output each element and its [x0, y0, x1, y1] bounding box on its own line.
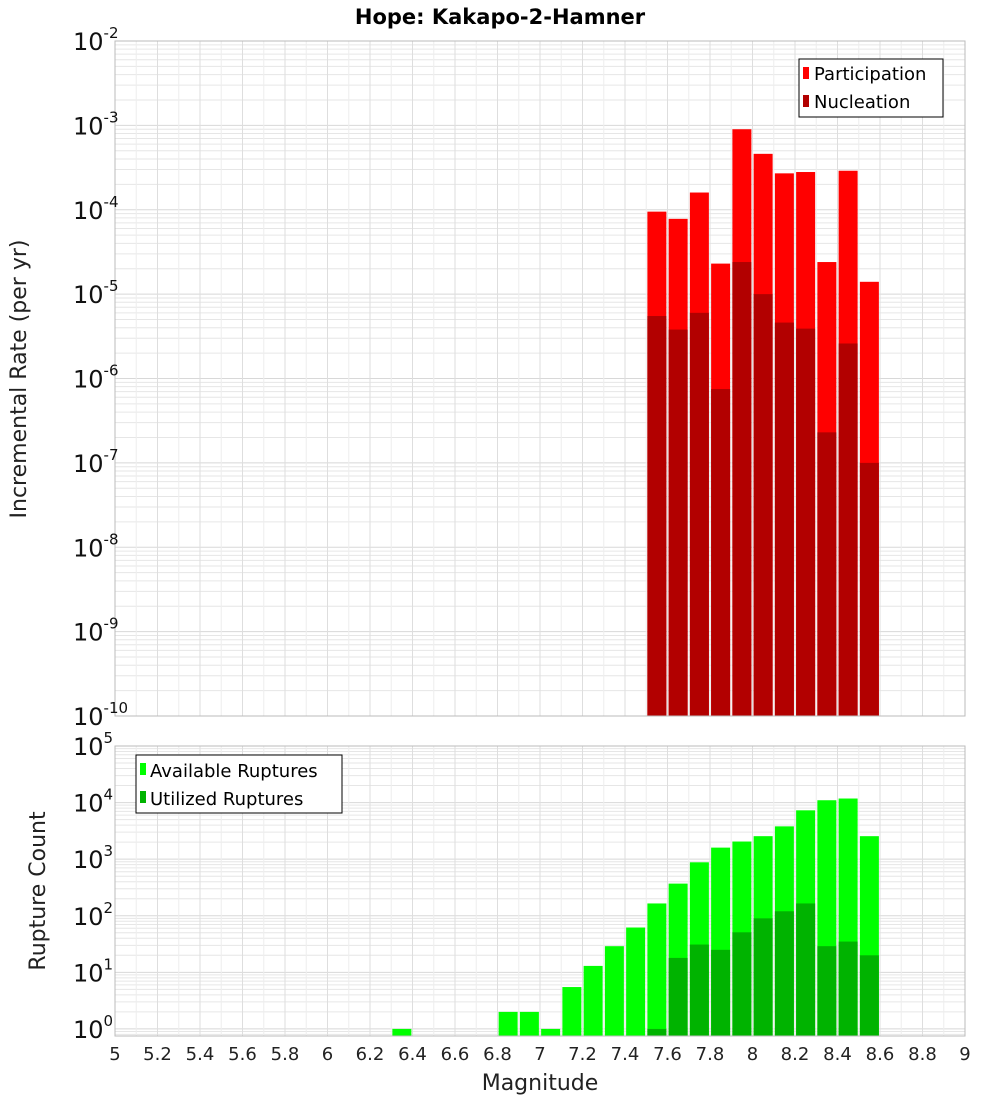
rate-bars [647, 129, 879, 717]
x-tick-label: 6.6 [441, 1044, 470, 1065]
count-plot-border [114, 745, 966, 1037]
available-ruptures-bar [562, 987, 582, 1036]
chart-title: Hope: Kakapo-2-Hamner [355, 5, 646, 29]
y-tick-label: 101 [73, 955, 113, 987]
nucleation-bar [689, 312, 709, 716]
available-legend-label: Available Ruptures [150, 761, 318, 782]
x-tick-label: 6 [322, 1044, 333, 1065]
utilized-ruptures-bar [647, 1028, 667, 1036]
utilized-ruptures-bar [689, 944, 709, 1036]
available-ruptures-bar [604, 946, 624, 1036]
y-tick-label: 10-9 [73, 615, 119, 647]
rate-legend: Participation Nucleation [798, 58, 944, 118]
nucleation-legend-swatch [803, 95, 809, 107]
available-ruptures-bar [519, 1011, 539, 1036]
x-axis-label: Magnitude [482, 1071, 599, 1096]
y-tick-label: 10-7 [73, 446, 119, 478]
x-tick-label: 6.8 [483, 1044, 512, 1065]
utilized-ruptures-bar [711, 949, 731, 1036]
y-tick-label: 103 [73, 842, 113, 874]
available-ruptures-bar [498, 1011, 518, 1036]
rate-plot-border [114, 40, 966, 717]
utilized-ruptures-bar [817, 946, 837, 1036]
nucleation-bar [796, 328, 816, 716]
y-tick-label: 10-4 [73, 193, 119, 225]
nucleation-bar [668, 329, 688, 716]
x-tick-label: 8.8 [908, 1044, 937, 1065]
x-tick-label: 5.8 [271, 1044, 300, 1065]
y-tick-label: 10-3 [73, 108, 119, 140]
rate-y-axis-label: Incremental Rate (per yr) [7, 240, 32, 519]
utilized-ruptures-bar [774, 911, 794, 1036]
nucleation-bar [859, 462, 879, 717]
participation-legend-label: Participation [814, 64, 926, 85]
utilized-ruptures-bar [859, 955, 879, 1036]
nucleation-bar [732, 262, 752, 716]
x-tick-label: 5.2 [143, 1044, 172, 1065]
count-y-ticks: 100 101 102 103 104 105 [73, 729, 113, 1044]
nucleation-bar [817, 432, 837, 716]
y-tick-label: 100 [73, 1012, 113, 1044]
nucleation-bar [774, 322, 794, 716]
x-tick-label: 5.6 [228, 1044, 257, 1065]
x-tick-label: 5 [109, 1044, 120, 1065]
available-ruptures-bar [647, 903, 667, 1036]
x-tick-label: 5.4 [186, 1044, 215, 1065]
utilized-ruptures-bar [668, 957, 688, 1036]
nucleation-bar [753, 294, 773, 717]
nucleation-legend-label: Nucleation [814, 92, 910, 113]
y-tick-label: 10-6 [73, 362, 119, 394]
x-tick-label: 6.4 [398, 1044, 427, 1065]
x-tick-label: 8.2 [781, 1044, 810, 1065]
utilized-legend-swatch [140, 791, 146, 803]
utilized-ruptures-bar [732, 932, 752, 1036]
rate-legend-box [798, 58, 944, 118]
rate-gridlines [114, 40, 966, 717]
x-tick-label: 6.2 [356, 1044, 385, 1065]
x-tick-label: 8.4 [823, 1044, 852, 1065]
y-tick-label: 104 [73, 786, 113, 818]
nucleation-bar [838, 343, 858, 716]
y-tick-label: 105 [73, 729, 113, 761]
y-tick-label: 10-2 [73, 24, 119, 56]
available-ruptures-bar [626, 927, 646, 1036]
x-tick-label: 8 [747, 1044, 758, 1065]
x-tick-label: 9 [959, 1044, 970, 1065]
utilized-ruptures-bar [796, 903, 816, 1036]
x-tick-label: 8.6 [866, 1044, 895, 1065]
available-ruptures-bar [541, 1028, 561, 1036]
x-tick-label: 7.4 [611, 1044, 640, 1065]
count-bars [392, 798, 879, 1036]
nucleation-bar [647, 316, 667, 716]
utilized-legend-label: Utilized Ruptures [150, 789, 303, 810]
x-tick-label: 7.2 [568, 1044, 597, 1065]
rate-y-ticks: 10-2 10-3 10-4 10-5 10-6 10-7 10-8 10-9 10-10 [73, 24, 128, 731]
count-legend-box [135, 754, 343, 814]
count-legend: Available Ruptures Utilized Ruptures [135, 754, 343, 814]
y-tick-label: 102 [73, 899, 113, 931]
available-ruptures-bar [392, 1028, 412, 1036]
y-tick-label: 10-8 [73, 530, 119, 562]
x-tick-label: 7.8 [696, 1044, 725, 1065]
rate-panel: 10-2 10-3 10-4 10-5 10-6 10-7 10-8 10-9 10-10 In… [7, 24, 966, 731]
x-tick-label: 7.6 [653, 1044, 682, 1065]
available-ruptures-bar [583, 965, 603, 1036]
x-tick-label: 7 [534, 1044, 545, 1065]
utilized-ruptures-bar [838, 941, 858, 1036]
count-panel: 100 101 102 103 104 105 Rupture Count Availab… [26, 729, 966, 1044]
x-tick-labels: 5 5.2 5.4 5.6 5.8 6 6.2 6.4 6.6 6.8 7 7.2 7.4 7.6 7.8 8… [109, 1044, 970, 1065]
available-legend-swatch [140, 763, 146, 775]
y-tick-label: 10-5 [73, 277, 119, 309]
participation-legend-swatch [803, 67, 809, 79]
nucleation-bar [711, 389, 731, 716]
utilized-ruptures-bar [753, 918, 773, 1036]
count-y-axis-label: Rupture Count [26, 811, 51, 971]
y-tick-label: 10-10 [73, 699, 128, 731]
